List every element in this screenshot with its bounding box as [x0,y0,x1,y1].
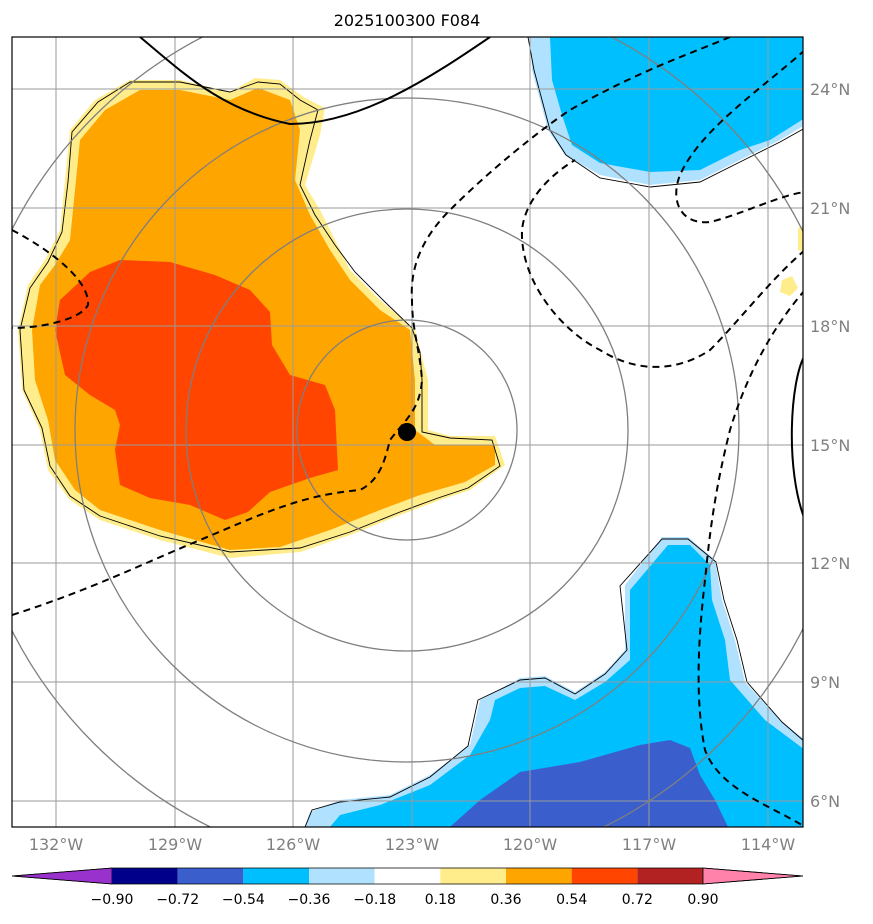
dashed-contours [12,37,803,827]
colorbar-tick-label: 0.72 [622,892,653,908]
colorbar-tick-label: 0.54 [556,892,587,908]
positive-anomaly-light-small-1 [798,225,803,252]
lon-label: 123°W [385,835,440,854]
colorbar-segment [571,868,638,884]
negative-anomaly-lower-royal [450,740,728,827]
lat-label: 24°N [810,80,850,99]
lat-label: 18°N [810,317,850,336]
lon-label: 114°W [741,835,796,854]
colorbar-segment [374,868,441,884]
range-rings [12,37,803,827]
lon-label: 132°W [29,835,84,854]
dashed-contour-left [12,229,90,329]
lat-label: 15°N [810,436,850,455]
lon-gridlines [55,37,769,827]
lon-label: 117°W [622,835,677,854]
colorbar-tick-label: −0.90 [91,892,134,908]
colorbar-tick-label: −0.18 [353,892,396,908]
colorbar-segment [309,868,375,884]
lat-labels: 24°N 21°N 18°N 15°N 12°N 9°N 6°N [810,80,850,811]
colorbar-segment [112,868,178,884]
dashed-contour-loop [520,159,803,368]
dashed-contour-inner [675,50,803,224]
colorbar-segment [702,867,804,885]
colorbar: −0.90 −0.72 −0.54 −0.36 −0.18 0.18 0.36 0.54 0.7… [11,867,804,908]
lat-label: 6°N [810,792,840,811]
positive-anomaly-light-small-2 [780,276,798,296]
colorbar-segment [11,867,113,885]
colorbar-tick-label: −0.72 [156,892,199,908]
map-area [12,37,803,827]
colorbar-outline [11,867,804,885]
colorbar-segment [177,868,244,884]
map-frame [11,36,804,828]
dashed-contour-right [697,290,803,827]
lon-label: 129°W [148,835,203,854]
colorbar-tick-label: 0.36 [490,892,521,908]
lon-label: 126°W [266,835,321,854]
contour-negative-upper-outline [527,37,803,188]
colorbar-segment [440,868,506,884]
colorbar-labels: −0.90 −0.72 −0.54 −0.36 −0.18 0.18 0.36 0.54 0.7… [91,892,719,908]
contour-positive-outline [19,81,501,553]
colorbar-tick-label: −0.36 [288,892,331,908]
lon-labels: 132°W 129°W 126°W 123°W 120°W 117°W 114°… [29,835,796,854]
dashed-contour-main [12,37,731,616]
lon-label: 120°W [503,835,558,854]
solid-contour-top [139,37,491,126]
colorbar-tick-label: −0.54 [222,892,265,908]
colorbar-segments [11,867,804,885]
lat-label: 9°N [810,673,840,692]
colorbar-tick-label: 0.18 [425,892,456,908]
colorbar-segment [506,868,572,884]
storm-center-marker [398,423,416,441]
colorbar-segment [637,868,703,884]
positive-anomaly-red [55,260,338,520]
colorbar-tick-label: 0.90 [687,892,718,908]
lat-label: 21°N [810,199,850,218]
colorbar-segment [243,868,309,884]
lat-label: 12°N [810,554,850,573]
map-title: 2025100300 F084 [334,11,481,30]
contour-negative-lower-outline [304,538,803,827]
solid-contour-right [790,356,803,518]
